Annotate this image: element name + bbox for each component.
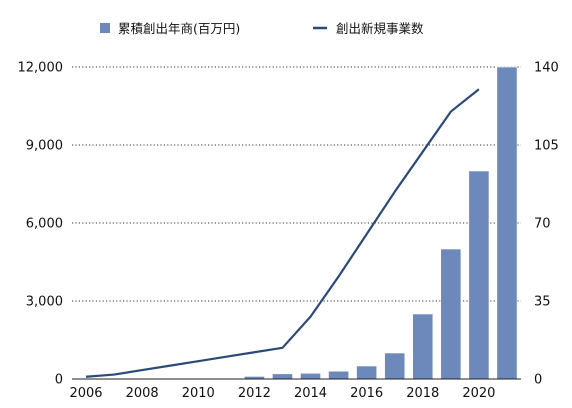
x-tick-label: 2020 bbox=[462, 386, 495, 401]
x-tick-label: 2012 bbox=[238, 386, 271, 401]
y-right-tick-label: 70 bbox=[534, 217, 551, 232]
bar-2021 bbox=[496, 66, 518, 380]
x-tick-label: 2016 bbox=[350, 386, 383, 401]
legend-label-bar: 累積創出年商(百万円) bbox=[118, 21, 240, 36]
x-tick-label: 2010 bbox=[182, 386, 215, 401]
y-left-tick-label: 0 bbox=[55, 373, 63, 388]
legend-swatch-bar bbox=[100, 23, 110, 33]
bar-series bbox=[244, 66, 518, 380]
y-right-tick-label: 105 bbox=[534, 139, 559, 154]
y-left-tick-label: 12,000 bbox=[18, 61, 64, 76]
axes: 0 3,000 6,000 9,000 12,000 0 35 70 105 140 2006 200… bbox=[18, 61, 559, 402]
bar-2017 bbox=[384, 352, 406, 380]
bar-2016 bbox=[356, 365, 378, 380]
y-left-tick-label: 3,000 bbox=[26, 295, 63, 310]
legend-label-line: 創出新規事業数 bbox=[336, 21, 424, 36]
bar-2014 bbox=[300, 372, 321, 380]
line-series bbox=[85, 88, 480, 378]
x-tick-label: 2006 bbox=[69, 386, 102, 401]
y-left-tick-label: 9,000 bbox=[26, 139, 63, 154]
x-tick-label: 2008 bbox=[126, 386, 159, 401]
y-right-tick-label: 0 bbox=[534, 373, 542, 388]
bar-2013 bbox=[272, 373, 293, 380]
y-left-tick-label: 6,000 bbox=[26, 217, 63, 232]
y-right-tick-label: 140 bbox=[534, 61, 559, 76]
bar-2020 bbox=[468, 170, 490, 380]
bar-2019 bbox=[440, 248, 462, 380]
x-tick-label: 2018 bbox=[406, 386, 439, 401]
bar-2015 bbox=[328, 370, 349, 380]
bar-2018 bbox=[412, 313, 434, 380]
y-right-tick-label: 35 bbox=[534, 295, 551, 310]
legend: 累積創出年商(百万円) 創出新規事業数 bbox=[100, 21, 424, 36]
x-tick-label: 2014 bbox=[294, 386, 327, 401]
